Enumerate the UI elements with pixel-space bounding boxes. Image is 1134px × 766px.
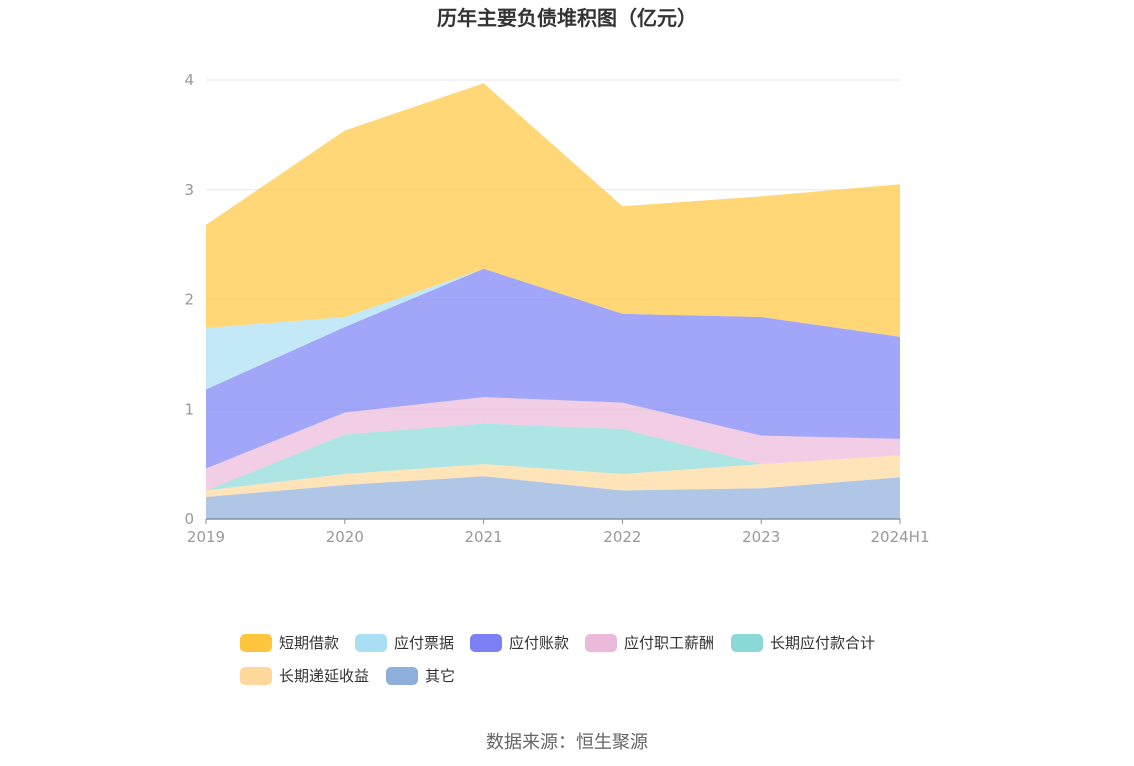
legend-label: 短期借款 [279,634,339,652]
chart-title: 历年主要负债堆积图（亿元） [437,6,697,30]
legend-item[interactable]: 短期借款 [240,634,339,652]
legend-swatch [386,667,418,685]
legend-label: 其它 [425,667,455,685]
x-tick-label: 2024H1 [871,528,930,546]
legend-item[interactable]: 长期递延收益 [240,667,369,685]
axes: 2019 2020 2021 2022 2023 2024H1 [187,518,930,546]
area-应付职工薪酬 [206,397,900,491]
area-series [206,83,900,519]
legend-label: 长期应付款合计 [770,634,875,652]
x-tick-label: 2023 [742,528,780,546]
y-tick-label: 3 [184,181,194,199]
legend-swatch [470,634,502,652]
legend-item[interactable]: 应付职工薪酬 [585,634,714,652]
legend-swatch [240,634,272,652]
area-长期应付款合计 [206,423,900,491]
legend-item[interactable]: 其它 [386,667,455,685]
x-tick-label: 2022 [603,528,641,546]
area-短期借款 [206,83,900,337]
legend-swatch [585,634,617,652]
x-tick-label: 2019 [187,528,225,546]
x-tick-label: 2021 [465,528,503,546]
legend-label: 应付票据 [394,634,454,652]
y-tick-label: 4 [184,71,194,89]
x-tick-label: 2020 [326,528,364,546]
y-tick-label: 0 [184,510,194,528]
area-应付账款 [206,268,900,469]
area-长期递延收益 [206,455,900,498]
legend-label: 应付账款 [509,634,569,652]
legend-label: 应付职工薪酬 [624,634,714,652]
legend-item[interactable]: 应付账款 [470,634,569,652]
legend-swatch [240,667,272,685]
legend-item[interactable]: 应付票据 [355,634,454,652]
legend-swatch [355,634,387,652]
legend-swatch [731,634,763,652]
legend-label: 长期递延收益 [279,667,369,685]
legend-item[interactable]: 长期应付款合计 [731,634,875,652]
area-其它 [206,476,900,519]
y-tick-label: 1 [184,400,194,418]
source-note: 数据来源：恒生聚源 [486,732,648,753]
y-tick-label: 2 [184,291,194,309]
